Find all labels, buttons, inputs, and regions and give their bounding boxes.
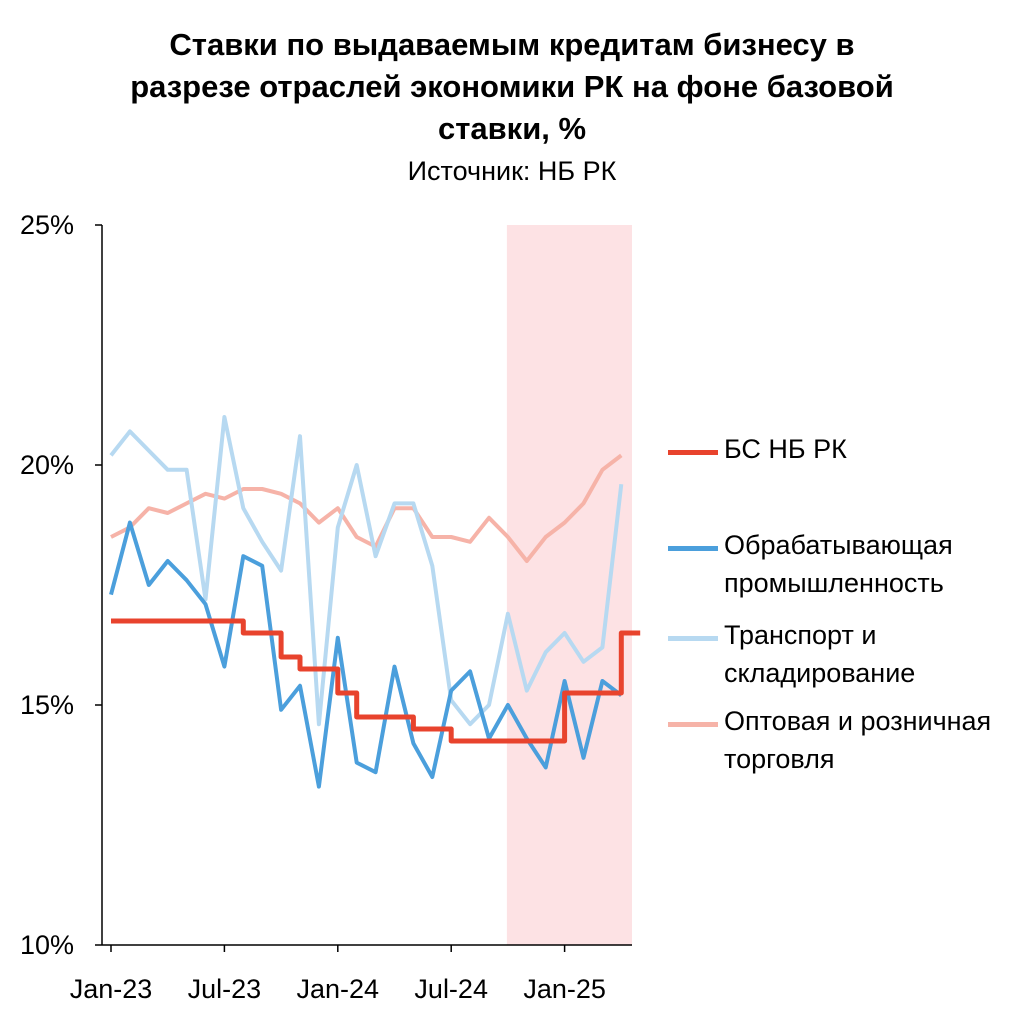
- legend-label: Транспорт и складирование: [724, 620, 916, 688]
- highlight-region: [506, 225, 632, 945]
- series-line-3: [109, 415, 624, 727]
- chart-title-line: ставки, %: [437, 111, 587, 146]
- legend-item: Транспорт и складирование: [668, 616, 915, 692]
- x-tick-label: Jul-23: [188, 974, 262, 1004]
- x-tick-label: Jul-24: [414, 974, 488, 1004]
- legend-swatch: [668, 546, 718, 551]
- legend-item: Обрабатывающая промышленность: [668, 526, 953, 602]
- y-tick-label: 10%: [20, 930, 74, 960]
- y-tick-label: 20%: [20, 450, 74, 480]
- legend-swatch: [668, 722, 718, 727]
- chart-subtitle: Источник: НБ РК: [407, 156, 617, 186]
- y-tick-label: 15%: [20, 690, 74, 720]
- legend-label: Обрабатывающая промышленность: [724, 530, 953, 598]
- chart-title-line: Ставки по выдаваемым кредитам бизнесу в: [169, 27, 855, 62]
- chart-title: Ставки по выдаваемым кредитам бизнесу в …: [0, 24, 1024, 150]
- legend-swatch: [668, 636, 718, 641]
- legend-item: БС НБ РК: [668, 430, 847, 468]
- series-line-4: [110, 453, 623, 563]
- series-line-2: [109, 520, 623, 789]
- x-tick-label: Jan-23: [70, 974, 153, 1004]
- chart-title-line: разрезе отраслей экономики РК на фоне ба…: [130, 69, 894, 104]
- legend-swatch: [668, 450, 718, 455]
- legend-item: Оптовая и розничная торговля: [668, 702, 991, 778]
- y-tick-label: 25%: [20, 210, 74, 240]
- series-line-1: [111, 618, 641, 744]
- legend-label: БС НБ РК: [724, 434, 847, 464]
- x-tick-label: Jan-25: [523, 974, 606, 1004]
- legend-label: Оптовая и розничная торговля: [724, 706, 992, 774]
- x-tick-label: Jan-24: [297, 974, 380, 1004]
